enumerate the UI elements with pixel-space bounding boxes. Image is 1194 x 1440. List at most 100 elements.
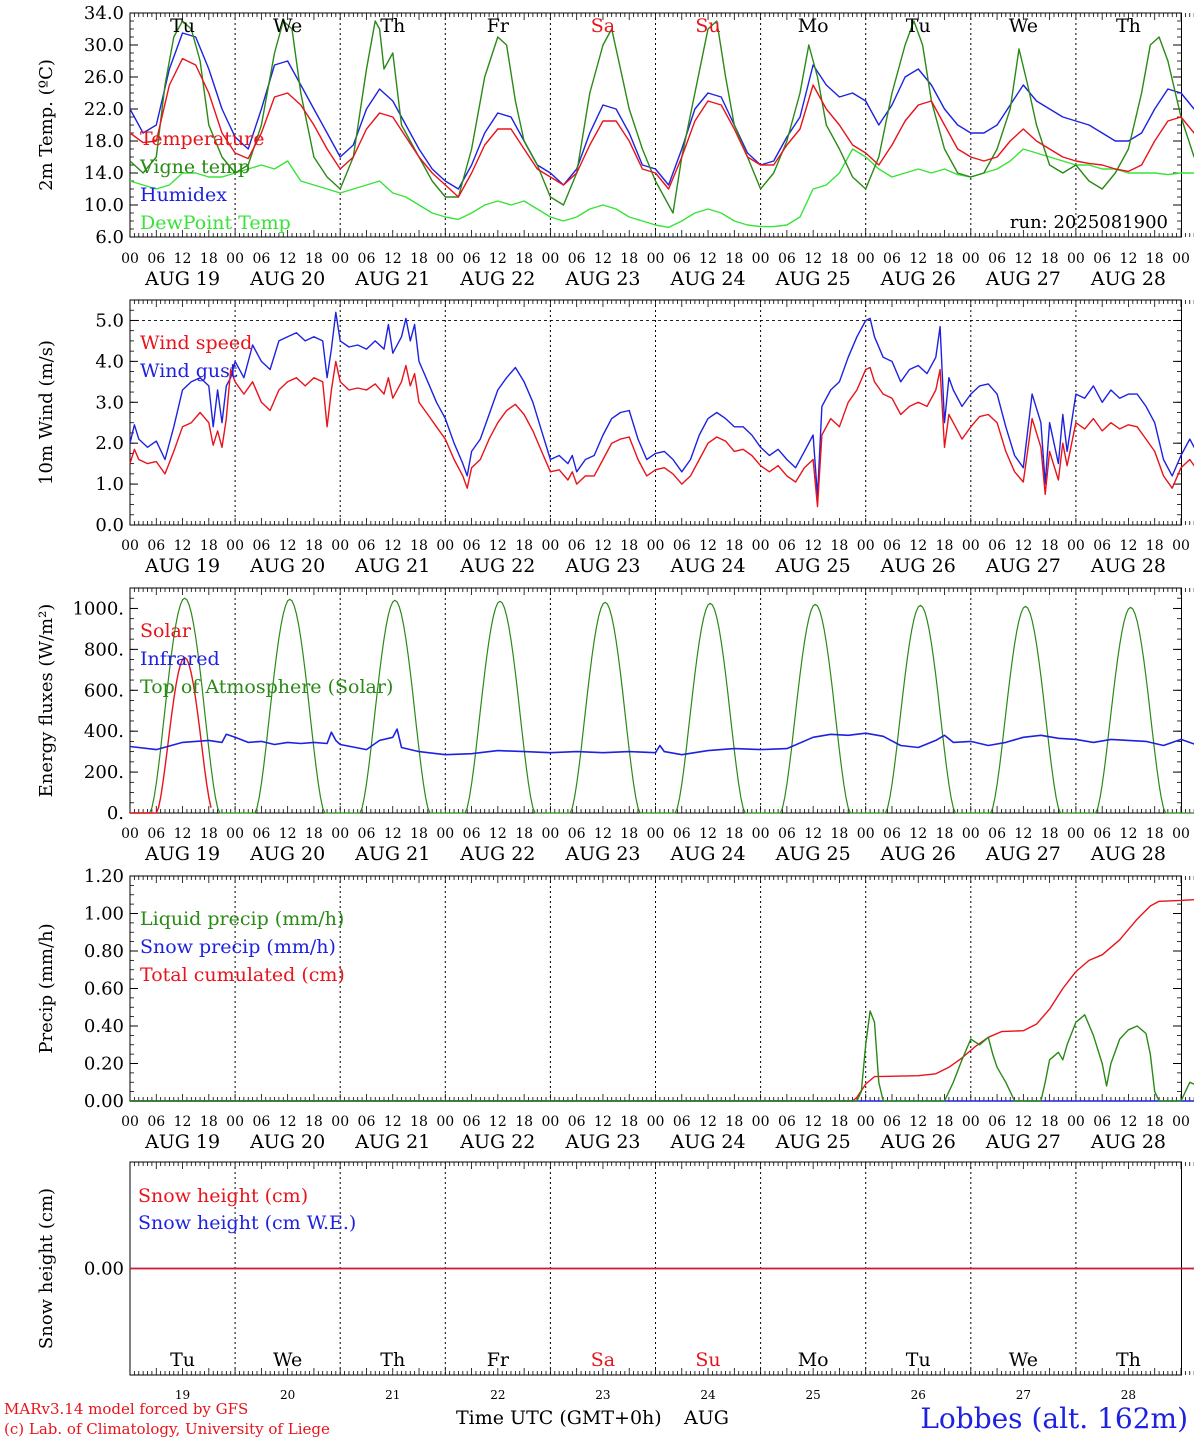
y-tick-label: 3.0 [95, 392, 124, 413]
hour-tick-label: 06 [1093, 538, 1111, 554]
day-number-label: 20 [280, 1388, 295, 1402]
hour-tick-label: 12 [1014, 1114, 1032, 1130]
hour-tick-label: 12 [489, 826, 507, 842]
hour-tick-label: 18 [1041, 1114, 1059, 1130]
panel-3: 0. 200. 400. 600. 800. 1000. Energy fluxes (W/… [36, 587, 1194, 865]
y-axis-label: 2m Temp. (ºC) [36, 59, 57, 191]
hour-tick-label: 00 [1172, 251, 1190, 267]
hour-tick-label: 12 [699, 251, 717, 267]
panel-2: 0.0 1.0 2.0 3.0 4.0 5.0 10m Wind (m/s) 00 06 12 18… [36, 299, 1194, 577]
hour-tick-label: 18 [305, 826, 323, 842]
hour-tick-label: 06 [673, 251, 691, 267]
y-tick-label: 4.0 [95, 351, 124, 372]
hour-tick-label: 12 [384, 538, 402, 554]
hour-tick-label: 00 [1067, 826, 1085, 842]
hour-tick-label: 06 [252, 538, 270, 554]
day-number-label: 26 [911, 1388, 926, 1402]
hour-tick-label: 06 [673, 826, 691, 842]
hour-tick-label: 18 [1146, 826, 1164, 842]
hour-tick-label: 12 [174, 538, 192, 554]
y-tick-label: 600. [84, 680, 124, 701]
liquid-precip-mm-h-line [130, 1010, 1194, 1102]
hour-tick-label: 00 [331, 1114, 349, 1130]
hour-tick-label: 00 [121, 251, 139, 267]
legend-entry: Solar [140, 620, 192, 642]
hour-tick-label: 18 [620, 1114, 638, 1130]
y-axis-label: Snow height (cm) [36, 1188, 57, 1349]
hour-tick-label: 12 [594, 538, 612, 554]
hour-tick-label: 00 [1172, 1114, 1190, 1130]
hour-tick-label: 18 [725, 251, 743, 267]
day-name-label: Th [1116, 15, 1141, 37]
hour-tick-label: 18 [725, 1114, 743, 1130]
date-label: AUG 21 [354, 843, 430, 865]
panel-5: 0.00 Snow height (cm) Snow height (cm) Snow… [36, 1161, 1194, 1376]
hour-tick-label: 00 [121, 538, 139, 554]
date-label: AUG 26 [880, 1131, 956, 1153]
hour-tick-label: 06 [463, 1114, 481, 1130]
day-name-label: Tu [170, 15, 195, 37]
hour-tick-label: 06 [778, 1114, 796, 1130]
y-tick-label: 0. [107, 803, 124, 824]
hour-tick-label: 00 [962, 1114, 980, 1130]
date-label: AUG 21 [354, 268, 430, 290]
hour-tick-label: 06 [463, 538, 481, 554]
date-label: AUG 20 [249, 1131, 325, 1153]
legend-entry: Top of Atmosphere (Solar) [140, 676, 393, 698]
y-tick-label: 0.00 [84, 1259, 124, 1280]
day-number-label: 23 [595, 1388, 610, 1402]
hour-tick-label: 12 [804, 826, 822, 842]
hour-tick-label: 12 [1014, 251, 1032, 267]
hour-tick-label: 12 [384, 1114, 402, 1130]
hour-tick-label: 06 [883, 251, 901, 267]
date-label: AUG 23 [564, 555, 640, 577]
y-axis-label: Precip (mm/h) [36, 923, 57, 1053]
hour-tick-label: 12 [1014, 826, 1032, 842]
hour-tick-label: 12 [1120, 826, 1138, 842]
hour-tick-label: 06 [252, 251, 270, 267]
hour-tick-label: 00 [647, 251, 665, 267]
hour-tick-label: 00 [857, 538, 875, 554]
hour-tick-label: 18 [200, 826, 218, 842]
date-label: AUG 22 [459, 1131, 535, 1153]
hour-tick-label: 12 [489, 1114, 507, 1130]
hour-tick-label: 12 [594, 826, 612, 842]
hour-tick-label: 06 [147, 538, 165, 554]
hour-tick-label: 18 [620, 538, 638, 554]
date-label: AUG 27 [985, 1131, 1061, 1153]
hour-tick-label: 18 [515, 251, 533, 267]
hour-tick-label: 00 [541, 826, 559, 842]
y-tick-label: 30.0 [84, 35, 124, 56]
hour-tick-label: 18 [410, 826, 428, 842]
hour-tick-label: 18 [620, 251, 638, 267]
toa-solar-line [130, 597, 1194, 814]
hour-tick-label: 12 [174, 1114, 192, 1130]
hour-tick-label: 18 [305, 1114, 323, 1130]
date-label: AUG 25 [775, 555, 851, 577]
hour-tick-label: 18 [936, 826, 954, 842]
lab-credit: (c) Lab. of Climatology, University of L… [4, 1420, 330, 1438]
hour-tick-label: 06 [778, 538, 796, 554]
date-label: AUG 24 [669, 843, 745, 865]
hour-tick-label: 06 [147, 251, 165, 267]
date-label: AUG 19 [144, 1131, 220, 1153]
date-label: AUG 28 [1090, 268, 1166, 290]
day-name-label: Fr [487, 15, 510, 37]
hour-tick-label: 00 [121, 1114, 139, 1130]
hour-tick-label: 12 [1120, 251, 1138, 267]
hour-tick-label: 00 [857, 826, 875, 842]
hour-tick-label: 18 [831, 538, 849, 554]
hour-tick-label: 12 [279, 1114, 297, 1130]
temperature-line [129, 57, 1194, 198]
hour-tick-label: 06 [883, 538, 901, 554]
date-label: AUG 28 [1090, 555, 1166, 577]
total-cumulated-cm-line [130, 898, 1194, 1102]
hour-tick-label: 00 [541, 1114, 559, 1130]
hour-tick-label: 00 [541, 251, 559, 267]
day-name-label: Tu [906, 1349, 931, 1371]
date-label: AUG 19 [144, 268, 220, 290]
legend-entry: Vigne temp [139, 156, 250, 178]
date-label: AUG 20 [249, 268, 325, 290]
hour-tick-label: 06 [778, 826, 796, 842]
hour-tick-label: 18 [305, 538, 323, 554]
